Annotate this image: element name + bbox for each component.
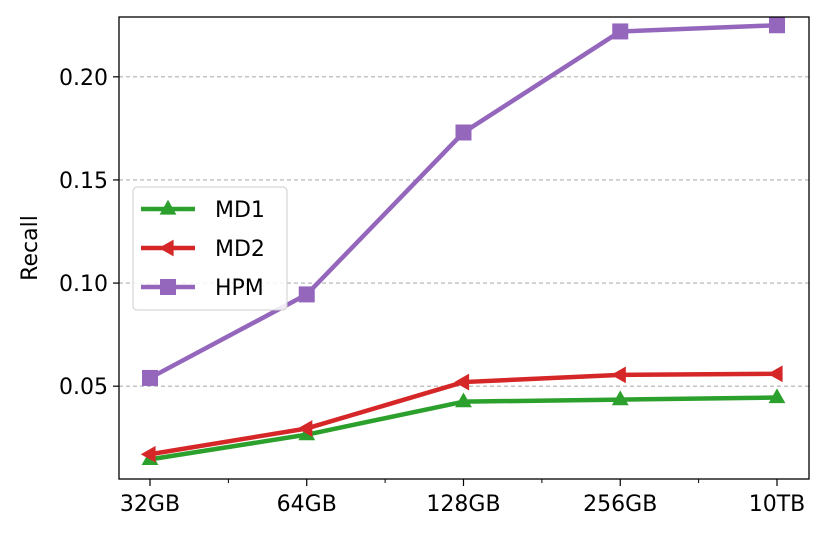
legend-label-hpm: HPM [215, 276, 264, 301]
series-layer [140, 17, 786, 466]
data-point-hpm [455, 124, 472, 141]
y-tick-label: 0.10 [59, 272, 108, 297]
data-point-md2 [297, 420, 313, 437]
data-point-hpm [142, 369, 158, 386]
series-hpm [142, 17, 785, 386]
legend: MD1 MD2 HPM [132, 186, 288, 311]
y-axis-label: Recall [18, 215, 43, 281]
legend-marker-hpm [160, 279, 176, 295]
x-tick-label: 128GB [426, 492, 500, 517]
legend-marker-md2 [158, 239, 174, 257]
legend-label-md2: MD2 [215, 237, 265, 262]
legend-label-md1: MD1 [215, 198, 265, 223]
y-tick-label: 0.15 [59, 169, 108, 194]
data-point-md1 [611, 390, 629, 406]
y-axis: 0.05 0.10 0.15 0.20 [59, 66, 119, 400]
x-tick-label: 10TB [749, 492, 806, 517]
data-point-md1 [455, 392, 472, 408]
data-point-md2 [767, 365, 783, 383]
x-axis: 32GB 64GB 128GB 256GB 10TB [120, 479, 805, 517]
legend-entry-md1: MD1 [141, 198, 265, 223]
data-point-hpm [298, 286, 315, 303]
y-tick-label: 0.20 [59, 66, 108, 91]
data-point-md2 [140, 445, 156, 463]
x-tick-label: 256GB [583, 492, 657, 517]
data-point-md2 [611, 366, 626, 384]
series-md2 [140, 365, 783, 463]
data-point-md2 [454, 373, 470, 391]
legend-marker-md1 [159, 199, 177, 215]
data-point-hpm [612, 23, 629, 40]
legend-entry-hpm: HPM [141, 276, 264, 301]
y-tick-label: 0.05 [59, 375, 108, 400]
series-md1 [141, 388, 786, 466]
x-tick-label: 32GB [120, 492, 180, 517]
data-point-hpm [769, 17, 785, 34]
x-tick-label: 64GB [277, 492, 337, 517]
data-point-md1 [768, 388, 786, 404]
legend-entry-md2: MD2 [141, 237, 265, 262]
